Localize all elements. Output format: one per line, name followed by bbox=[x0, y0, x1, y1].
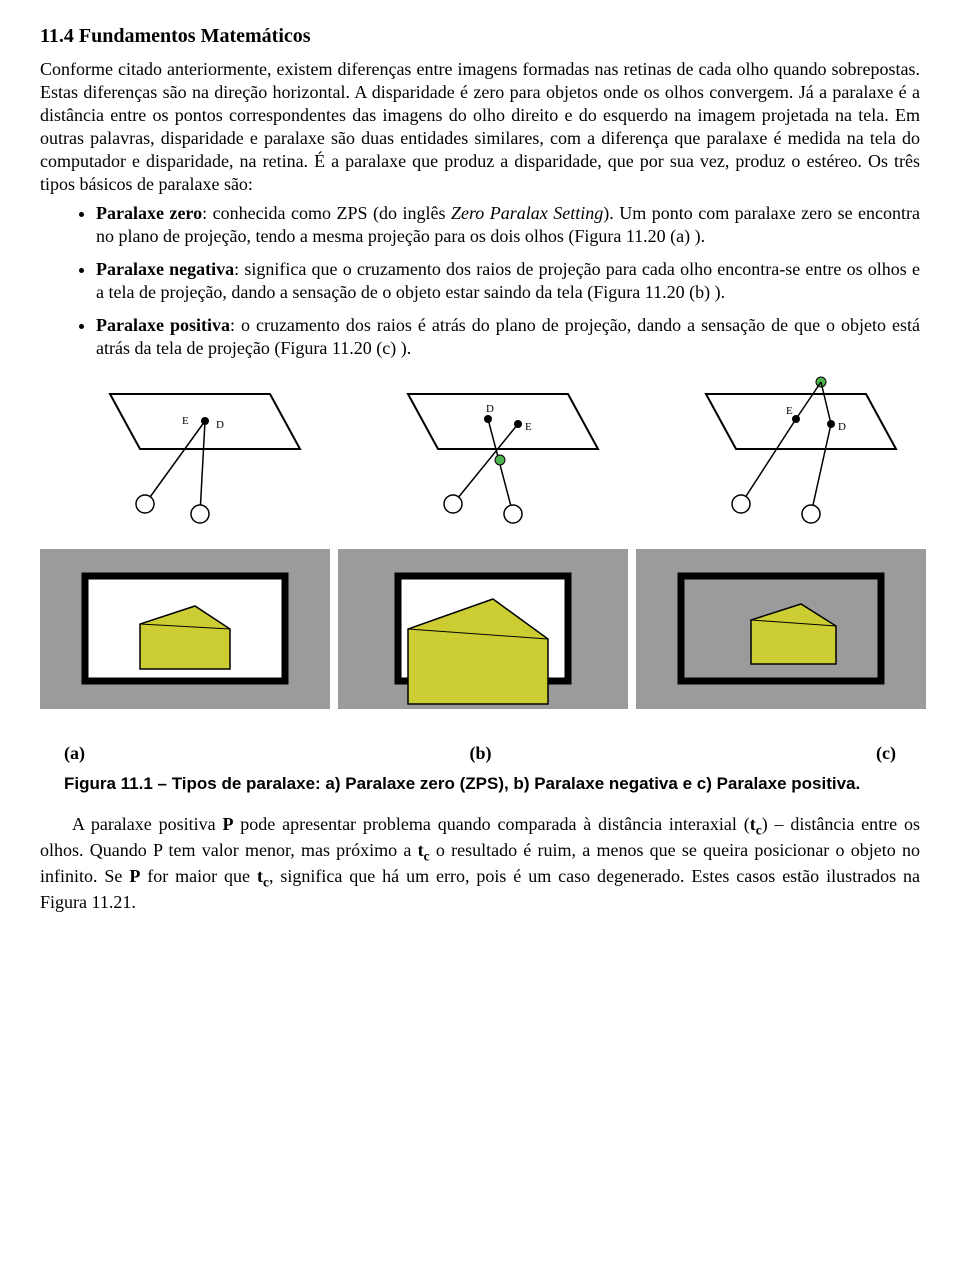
closing-paragraph: A paralaxe positiva P pode apresentar pr… bbox=[40, 813, 920, 914]
diagram-a-bottom bbox=[40, 534, 330, 724]
figure-row: E D D E bbox=[40, 374, 920, 724]
sublabel-b: (b) bbox=[470, 742, 492, 765]
figure-a: E D bbox=[40, 374, 330, 724]
label-E: E bbox=[786, 405, 793, 417]
list-item: Paralaxe zero: conhecida como ZPS (do in… bbox=[96, 202, 920, 248]
diagram-c-bottom bbox=[636, 534, 926, 724]
var-P: P bbox=[222, 814, 233, 834]
figure-c: E D bbox=[636, 374, 926, 724]
bullet-lead: Paralaxe negativa bbox=[96, 259, 234, 279]
text: for maior que bbox=[140, 866, 257, 886]
text: A paralaxe positiva bbox=[72, 814, 222, 834]
label-D: D bbox=[216, 419, 224, 431]
bullet-text: : conhecida como ZPS (do inglês bbox=[202, 203, 451, 223]
label-E: E bbox=[182, 415, 189, 427]
diagram-b-top: D E bbox=[338, 374, 628, 524]
bullet-lead: Paralaxe zero bbox=[96, 203, 202, 223]
section-heading: 11.4 Fundamentos Matemáticos bbox=[40, 24, 920, 50]
text: pode apresentar problema quando comparad… bbox=[233, 814, 749, 834]
figure-caption: Figura 11.1 – Tipos de paralaxe: a) Para… bbox=[64, 773, 896, 795]
figure-sublabels: (a) (b) (c) bbox=[64, 742, 896, 765]
diagram-b-bottom bbox=[338, 534, 628, 724]
diagram-a-top: E D bbox=[40, 374, 330, 524]
label-E: E bbox=[525, 421, 532, 433]
intro-paragraph: Conforme citado anteriormente, existem d… bbox=[40, 58, 920, 196]
var-P: P bbox=[129, 866, 140, 886]
label-D: D bbox=[838, 421, 846, 433]
figure-b: D E bbox=[338, 374, 628, 724]
sublabel-a: (a) bbox=[64, 742, 85, 765]
bullet-lead: Paralaxe positiva bbox=[96, 315, 230, 335]
bullet-italic: Zero Paralax Setting bbox=[451, 203, 603, 223]
diagram-c-top: E D bbox=[636, 374, 926, 524]
parallax-types-list: Paralaxe zero: conhecida como ZPS (do in… bbox=[40, 202, 920, 360]
sublabel-c: (c) bbox=[876, 742, 896, 765]
list-item: Paralaxe negativa: significa que o cruza… bbox=[96, 258, 920, 304]
label-D: D bbox=[486, 403, 494, 415]
list-item: Paralaxe positiva: o cruzamento dos raio… bbox=[96, 314, 920, 360]
